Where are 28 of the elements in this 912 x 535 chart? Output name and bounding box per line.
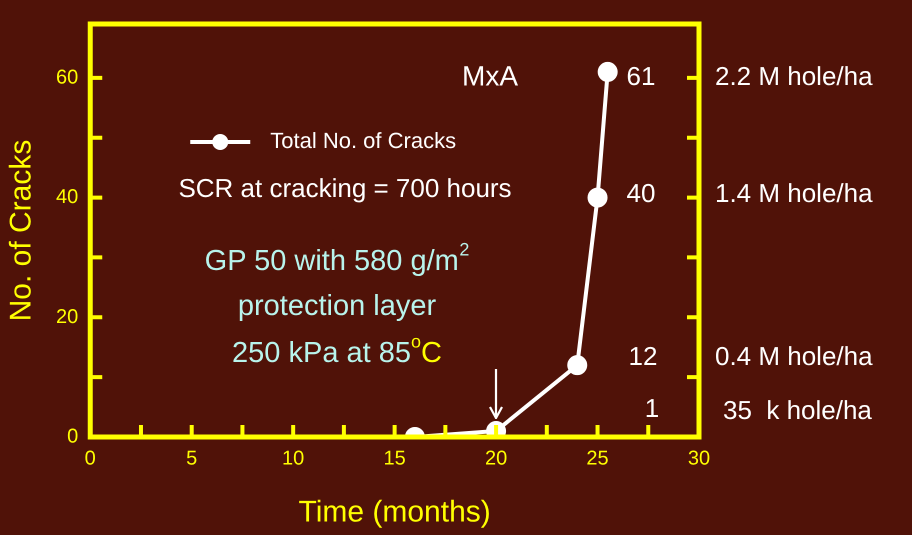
x-axis-title: Time (months): [298, 495, 491, 528]
x-tick-label: 15: [384, 448, 406, 470]
x-tick-label: 0: [84, 448, 96, 470]
annotation: SCR at cracking = 700 hours: [178, 173, 512, 204]
y-tick-label: 40: [56, 186, 78, 208]
annotation: 61: [626, 61, 656, 92]
x-tick-label: 30: [688, 448, 710, 470]
y-axis-title: No. of Cracks: [4, 140, 38, 322]
y-tick-label: 0: [67, 426, 78, 448]
text: 0.4 M hole/ha: [715, 341, 874, 372]
annotation: 40: [626, 178, 656, 208]
annotation: 12: [628, 341, 658, 372]
x-tick-label: 25: [586, 448, 609, 470]
point: [588, 188, 608, 208]
x-tick-label: 20: [484, 448, 508, 470]
legend-label: Total No. of Cracks: [270, 128, 456, 154]
y-tick-label: 20: [56, 306, 78, 328]
text: 2.2 M hole/ha: [715, 61, 874, 92]
y-tick-label: 60: [56, 66, 78, 88]
annotation: MxA: [462, 60, 518, 92]
x-tick-label: 10: [282, 448, 304, 470]
x-tick-label: 5: [186, 448, 198, 470]
annotation: protection layer: [238, 290, 436, 322]
text: 1.4 M hole/ha: [715, 178, 874, 208]
point: [567, 355, 588, 376]
annotation: 1: [644, 393, 660, 424]
text: 35 k hole/ha: [723, 395, 872, 426]
point: [598, 62, 618, 82]
